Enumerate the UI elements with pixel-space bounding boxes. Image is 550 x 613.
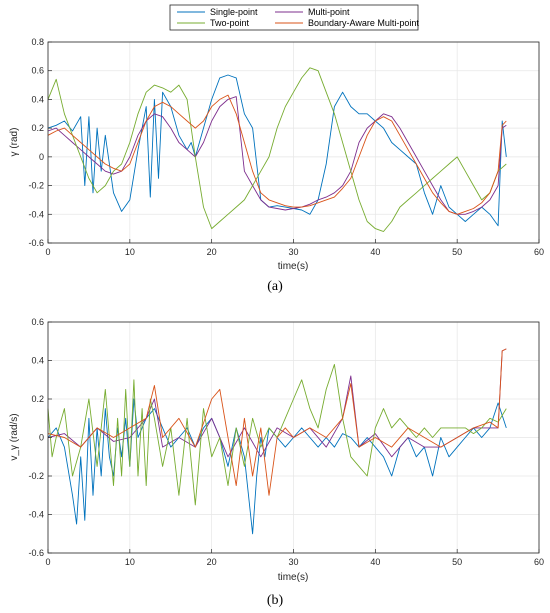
tick-labels: 0 10 20 30 40 50 60 -0.6 -0.4 -0.2 0 0.2 0.4 0.6 0.8 xyxy=(28,37,544,257)
grid xyxy=(47,41,540,244)
y-tick-label: 0.2 xyxy=(31,394,44,404)
legend-entry-multi-point: Multi-point xyxy=(275,7,350,17)
y-tick-label: -0.6 xyxy=(28,548,44,558)
x-tick-label: 60 xyxy=(534,557,544,567)
y-tick-label: -0.6 xyxy=(28,238,44,248)
x-tick-label: 50 xyxy=(452,247,462,257)
x-axis-label: time(s) xyxy=(278,572,309,583)
x-tick-label: 40 xyxy=(370,247,380,257)
series-line-boundary-aware-multi-point xyxy=(47,348,507,496)
y-tick-label: 0.8 xyxy=(31,37,44,47)
series-line-single-point xyxy=(47,398,507,535)
series-line-boundary-aware-multi-point xyxy=(47,94,507,215)
y-tick-label: 0 xyxy=(39,152,44,162)
panel-caption: (b) xyxy=(267,593,284,608)
panel-caption: (a) xyxy=(267,279,283,294)
series-lines xyxy=(47,67,507,232)
x-tick-label: 50 xyxy=(452,557,462,567)
y-tick-label: 0.6 xyxy=(31,66,44,76)
x-tick-label: 10 xyxy=(125,247,135,257)
x-tick-label: 20 xyxy=(207,557,217,567)
legend-label: Single-point xyxy=(210,7,258,17)
x-tick-label: 10 xyxy=(125,557,135,567)
series-line-two-point xyxy=(47,363,507,506)
x-tick-label: 40 xyxy=(370,557,380,567)
panel-b: 0 10 20 30 40 50 60 -0.6 -0.4 -0.2 0 0.2 0.4 0.6 time… xyxy=(9,317,544,608)
legend-entry-two-point: Two-point xyxy=(177,18,250,28)
series-lines xyxy=(47,348,507,535)
y-tick-label: 0.2 xyxy=(31,123,44,133)
x-tick-label: 30 xyxy=(288,247,298,257)
y-tick-label: -0.4 xyxy=(28,209,44,219)
y-tick-label: 0 xyxy=(39,433,44,443)
y-tick-label: -0.2 xyxy=(28,181,44,191)
x-tick-label: 20 xyxy=(207,247,217,257)
series-line-multi-point xyxy=(47,348,507,458)
series-line-multi-point xyxy=(47,96,507,215)
legend-entry-boundary-aware: Boundary-Aware Multi-point xyxy=(275,18,419,28)
panel-a: 0 10 20 30 40 50 60 -0.6 -0.4 -0.2 0 0.2 0.4 0.6 0.8 t… xyxy=(9,37,544,294)
legend-label: Boundary-Aware Multi-point xyxy=(308,18,419,28)
y-tick-label: 0.6 xyxy=(31,317,44,327)
tick-labels: 0 10 20 30 40 50 60 -0.6 -0.4 -0.2 0 0.2 0.4 0.6 xyxy=(28,317,544,567)
series-line-two-point xyxy=(47,67,507,232)
x-tick-label: 30 xyxy=(288,557,298,567)
legend-label: Multi-point xyxy=(308,7,350,17)
series-line-single-point xyxy=(47,74,507,227)
y-axis-label: γ (rad) xyxy=(9,128,20,157)
y-axis-label: v_γ (rad/s) xyxy=(9,413,20,460)
x-tick-label: 0 xyxy=(45,247,50,257)
legend: Single-point Multi-point Two-point Bound… xyxy=(169,4,419,31)
legend-box xyxy=(169,4,419,31)
x-axis-label: time(s) xyxy=(278,261,309,272)
x-tick-label: 60 xyxy=(534,247,544,257)
legend-label: Two-point xyxy=(210,18,250,28)
y-tick-label: -0.2 xyxy=(28,471,44,481)
legend-entry-single-point: Single-point xyxy=(177,7,258,17)
y-tick-label: -0.4 xyxy=(28,510,44,520)
y-tick-label: 0.4 xyxy=(31,356,44,366)
x-tick-label: 0 xyxy=(45,557,50,567)
y-tick-label: 0.4 xyxy=(31,94,44,104)
